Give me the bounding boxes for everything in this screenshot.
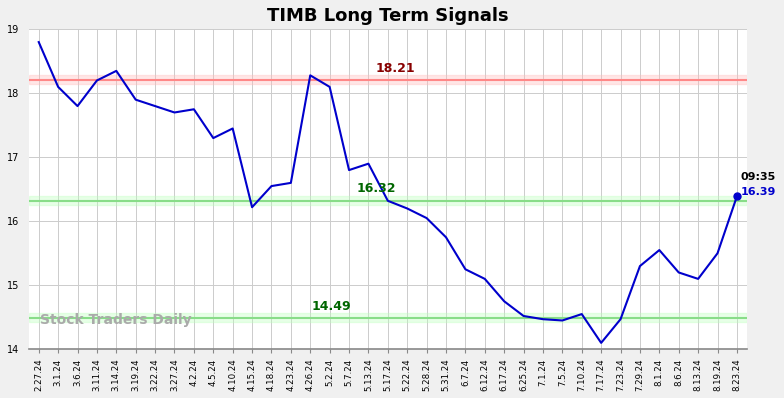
Text: Stock Traders Daily: Stock Traders Daily	[40, 313, 191, 327]
Bar	[29, 75, 746, 84]
Text: 18.21: 18.21	[376, 62, 416, 74]
Text: 14.49: 14.49	[311, 300, 351, 312]
Title: TIMB Long Term Signals: TIMB Long Term Signals	[267, 7, 509, 25]
Text: 16.39: 16.39	[741, 187, 776, 197]
Text: 09:35: 09:35	[741, 172, 776, 181]
Bar	[29, 196, 746, 205]
Text: 16.32: 16.32	[357, 182, 396, 195]
Bar	[29, 314, 746, 322]
